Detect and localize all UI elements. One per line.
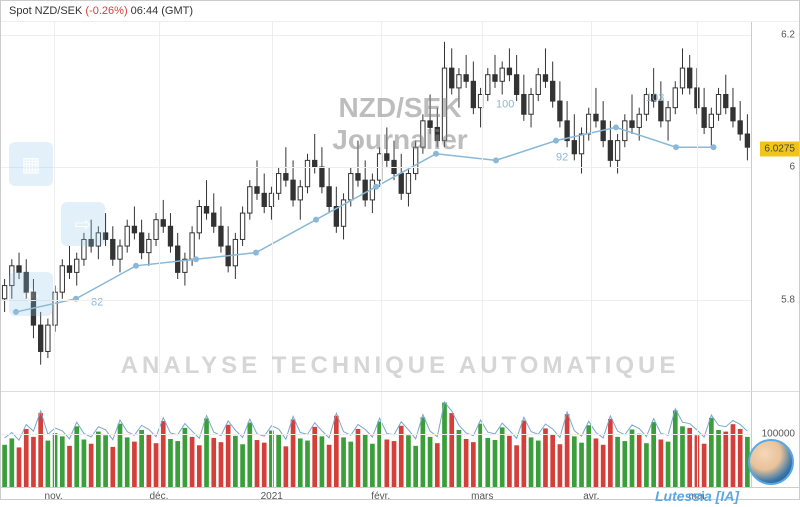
volume-plot: [1, 392, 751, 487]
ytick: 5.8: [781, 294, 795, 305]
volume-chart[interactable]: 100000: [1, 392, 799, 487]
ytick: 6.2: [781, 30, 795, 41]
xtick: nov.: [45, 491, 63, 502]
svg-text:92: 92: [556, 151, 568, 163]
symbol-label: Spot NZD/SEK: [9, 5, 82, 17]
svg-text:103: 103: [646, 92, 664, 104]
xtick: mars: [471, 491, 493, 502]
price-plot: 82 100 92 103: [1, 22, 751, 391]
brand-label: Lutessia [IA]: [655, 488, 739, 504]
xtick: 2021: [261, 491, 283, 502]
time-label: 06:44 (GMT): [131, 5, 193, 17]
xtick: avr.: [583, 491, 599, 502]
change-label: (-0.26%): [85, 5, 127, 17]
price-tag: 6.0275: [760, 142, 799, 157]
vol-ytick: 100000: [762, 429, 795, 440]
chart-header: Spot NZD/SEK (-0.26%) 06:44 (GMT): [1, 1, 799, 22]
price-chart[interactable]: ▦ ⇨ ◈ 8210092103 NZD/SEK Journalier ANAL…: [1, 22, 799, 392]
xtick: déc.: [149, 491, 168, 502]
price-yaxis: 5.8 6 6.2 6.0275: [751, 22, 799, 391]
xtick: févr.: [371, 491, 390, 502]
avatar-icon: [748, 439, 794, 485]
svg-text:100: 100: [496, 99, 514, 111]
ytick: 6: [789, 162, 795, 173]
svg-text:82: 82: [91, 296, 103, 308]
